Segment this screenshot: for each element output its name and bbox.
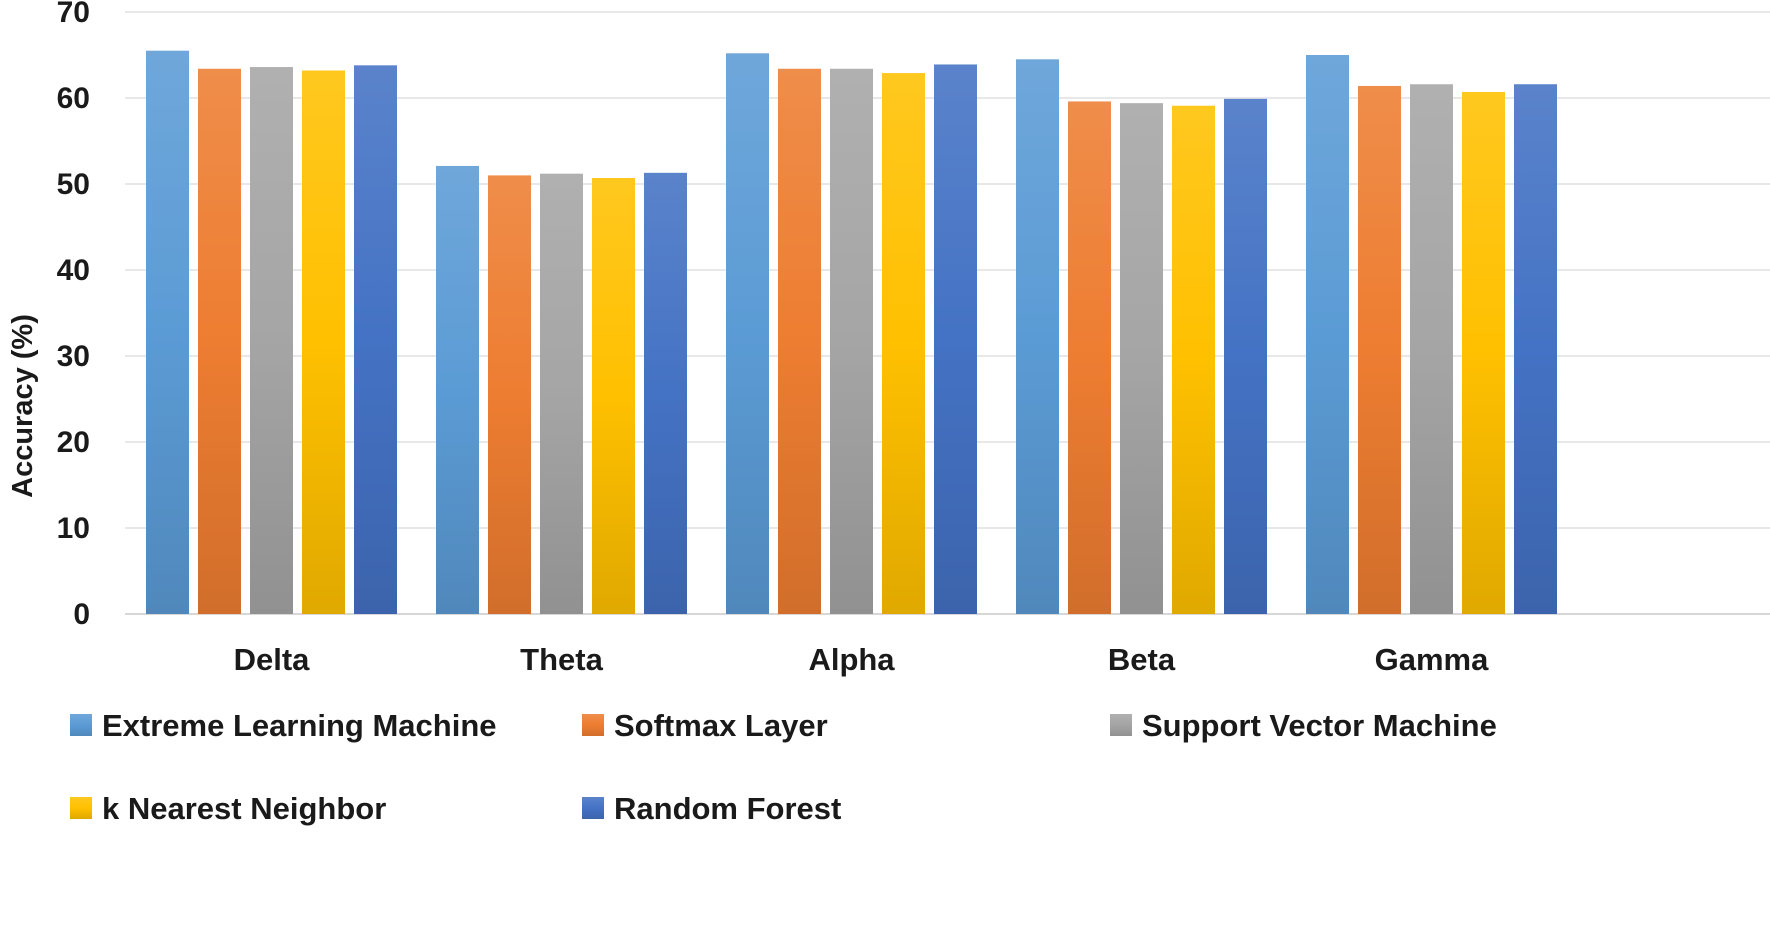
bar-delta-2 bbox=[250, 67, 293, 615]
legend-label: Support Vector Machine bbox=[1142, 708, 1497, 743]
bar-alpha-4 bbox=[934, 64, 977, 614]
legend-label: Extreme Learning Machine bbox=[102, 708, 497, 743]
y-axis-ticks: 0 10 20 30 40 50 60 70 bbox=[57, 0, 90, 631]
bar-alpha-0 bbox=[726, 53, 769, 614]
bar-gamma-1 bbox=[1358, 85, 1401, 614]
bar-beta-3 bbox=[1172, 105, 1215, 615]
bar-theta-4 bbox=[644, 172, 687, 614]
legend-label: Softmax Layer bbox=[614, 708, 828, 743]
bar-beta-4 bbox=[1224, 98, 1267, 615]
bar-delta-0 bbox=[146, 50, 189, 614]
x-category-label: Alpha bbox=[808, 642, 895, 677]
bar-alpha-1 bbox=[778, 68, 821, 614]
x-category-label: Theta bbox=[520, 642, 603, 677]
bar-gamma-0 bbox=[1306, 55, 1349, 614]
y-axis-title: Accuracy (%) bbox=[7, 314, 39, 498]
y-tick-label: 0 bbox=[73, 598, 90, 631]
bar-gamma-3 bbox=[1462, 91, 1505, 615]
bar-theta-0 bbox=[436, 165, 479, 614]
legend-swatch bbox=[1110, 714, 1132, 736]
bar-gamma-4 bbox=[1514, 84, 1557, 615]
x-category-label: Gamma bbox=[1375, 642, 1489, 677]
bars bbox=[146, 50, 1557, 615]
y-tick-label: 50 bbox=[57, 168, 90, 201]
x-category-label: Delta bbox=[234, 642, 311, 677]
bar-theta-1 bbox=[488, 175, 531, 614]
y-tick-label: 40 bbox=[57, 254, 90, 287]
bar-theta-3 bbox=[592, 177, 635, 615]
legend-swatch bbox=[582, 714, 604, 736]
legend-label: k Nearest Neighbor bbox=[102, 791, 386, 826]
y-tick-label: 70 bbox=[57, 0, 90, 29]
bar-gamma-2 bbox=[1410, 84, 1453, 615]
bar-beta-2 bbox=[1120, 103, 1163, 614]
bar-delta-3 bbox=[302, 70, 345, 615]
bar-alpha-3 bbox=[882, 73, 925, 614]
legend-swatch bbox=[582, 797, 604, 819]
x-category-label: Beta bbox=[1108, 642, 1176, 677]
y-tick-label: 10 bbox=[57, 512, 90, 545]
bar-delta-1 bbox=[198, 68, 241, 614]
bar-delta-4 bbox=[354, 65, 397, 614]
bar-theta-2 bbox=[540, 173, 583, 614]
x-axis-categories: Delta Theta Alpha Beta Gamma bbox=[234, 642, 1490, 677]
bar-alpha-2 bbox=[830, 68, 873, 614]
y-tick-label: 20 bbox=[57, 426, 90, 459]
legend-label: Random Forest bbox=[614, 791, 841, 826]
legend: Extreme Learning Machine Softmax Layer Sup… bbox=[70, 708, 1497, 826]
bar-beta-1 bbox=[1068, 101, 1111, 614]
y-tick-label: 60 bbox=[57, 82, 90, 115]
legend-swatch bbox=[70, 714, 92, 736]
legend-swatch bbox=[70, 797, 92, 819]
y-tick-label: 30 bbox=[57, 340, 90, 373]
bar-beta-0 bbox=[1016, 59, 1059, 615]
